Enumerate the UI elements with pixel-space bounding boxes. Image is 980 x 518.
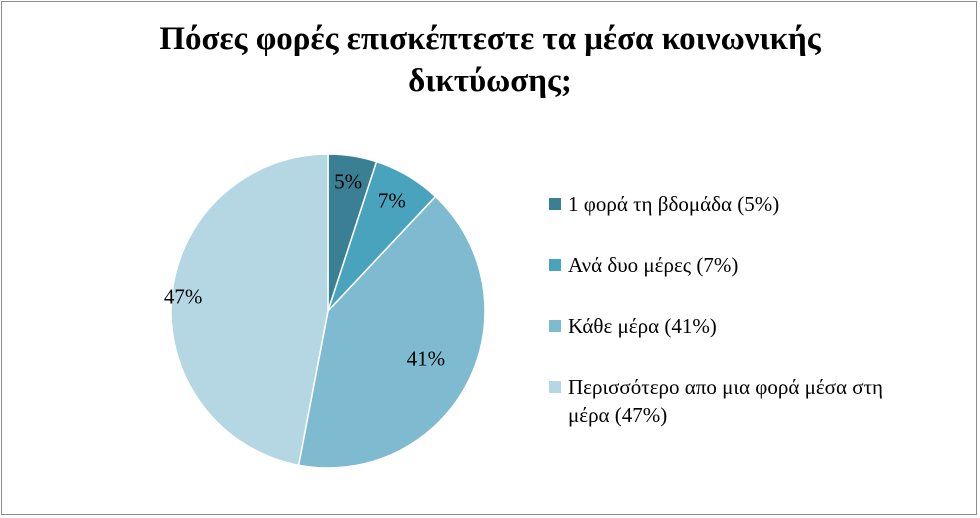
legend-swatch-every-day <box>549 320 561 332</box>
pie-slice-label-4: 47% <box>164 284 203 308</box>
pie-slice-4 <box>170 153 329 467</box>
legend-item-more-than-once-a-day: Περισσότερο απο μια φορά μέσα στη μέρα (… <box>549 373 969 429</box>
legend-label-every-day: Κάθε μέρα (41%) <box>568 314 717 338</box>
legend-label-more-than-once-a-day-line-2: μέρα (47%) <box>568 403 668 427</box>
chart-title-line-1: Πόσες φορές επισκέπτεστε τα μέσα κοινωνι… <box>159 21 821 57</box>
chart-title-line-2: δικτύωσης; <box>408 63 572 99</box>
legend-item-every-two-days: Ανά δυο μέρες (7%) <box>549 251 969 279</box>
legend-item-every-day: Κάθε μέρα (41%) <box>549 312 969 340</box>
chart-title: Πόσες φορές επισκέπτεστε τα μέσα κοινωνι… <box>0 18 980 102</box>
legend-item-once-a-week: 1 φορά τη βδομάδα (5%) <box>549 190 969 218</box>
pie-slice-label-2: 7% <box>378 189 406 213</box>
legend-label-every-two-days: Ανά δυο μέρες (7%) <box>568 253 739 277</box>
legend-swatch-more-than-once-a-day <box>549 381 561 393</box>
legend-swatch-every-two-days <box>549 259 561 271</box>
pie-slice-label-3: 41% <box>407 347 446 371</box>
legend-label-once-a-week: 1 φορά τη βδομάδα (5%) <box>568 192 780 216</box>
pie-slice-label-1: 5% <box>334 170 362 194</box>
pie-slice-3 <box>297 195 486 469</box>
legend-swatch-once-a-week <box>549 198 561 210</box>
legend-label-more-than-once-a-day-line-1: Περισσότερο απο μια φορά μέσα στη <box>568 375 883 399</box>
